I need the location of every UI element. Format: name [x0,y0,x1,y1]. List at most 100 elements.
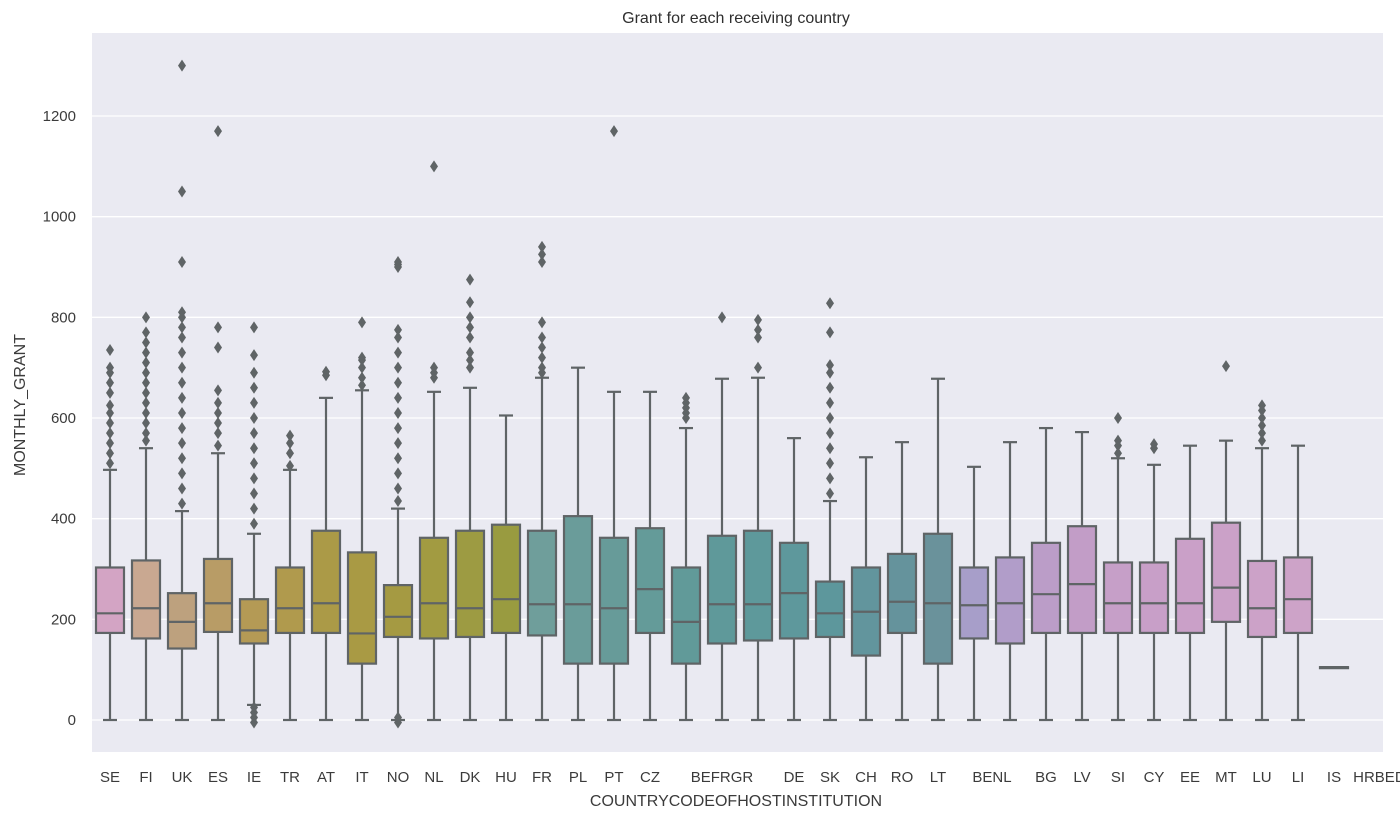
outlier-point [286,447,294,460]
outlier-point [538,316,546,329]
box-li-33 [1282,444,1314,722]
iqr-box [922,532,954,665]
iqr-box [1174,537,1206,635]
outlier-point [106,427,114,440]
outlier-point [214,125,222,138]
outlier-point [322,365,330,378]
outlier-point [178,321,186,334]
outlier-point [178,422,186,435]
outlier-point [106,447,114,460]
x-tick-label: UK [172,769,193,786]
outlier-point [358,379,366,392]
iqr-box [886,552,918,635]
outlier-point [394,495,402,508]
box-cz-15 [634,390,666,722]
outlier-point [106,361,114,374]
iqr-box [994,556,1026,645]
outlier-point [1258,419,1266,432]
x-tick-label: SI [1111,769,1125,786]
outlier-point [250,427,258,440]
outlier-point [106,376,114,389]
outlier-point [1258,399,1266,412]
box-de-19 [778,437,810,722]
outlier-point [394,467,402,480]
outlier-point [394,376,402,389]
y-axis-title: MONTHLY_GRANT [12,334,29,476]
box-ro-22 [886,441,918,722]
outlier-point [538,361,546,374]
outlier-point [286,459,294,472]
x-tick-label: HRBEDE [1353,769,1400,786]
outlier-point [250,457,258,470]
outlier-point [538,248,546,261]
outlier-point [754,323,762,336]
outlier-point [214,439,222,452]
box-lu-32 [1246,399,1278,722]
outlier-point [142,346,150,359]
box-fi-1 [130,311,162,722]
x-axis-title: COUNTRYCODEOFHOSTINSTITUTION [590,793,882,810]
x-tick-label: LU [1252,769,1271,786]
outlier-point [394,255,402,268]
iqr-box [742,529,774,642]
box-it-7 [346,316,378,722]
outlier-point [214,427,222,440]
x-tick-label: IE [247,769,261,786]
outlier-point [826,297,834,310]
outlier-point [250,517,258,530]
box-be-24 [958,465,990,722]
outlier-point [214,406,222,419]
iqr-box [958,566,990,640]
outlier-point [106,386,114,399]
outlier-point [826,427,834,440]
x-tick-label: TR [280,769,300,786]
outlier-point [178,391,186,404]
outlier-point [1258,434,1266,447]
x-tick-label: NO [387,769,410,786]
x-tick-label: FI [139,769,152,786]
box-ch-21 [850,456,882,722]
iqr-box [1246,559,1278,639]
outlier-point [178,437,186,450]
outlier-point [538,331,546,344]
outlier-point [106,417,114,430]
outlier-point [214,321,222,334]
outlier-point [178,59,186,72]
outlier-point [538,255,546,268]
outlier-point [394,482,402,495]
iqr-box [130,559,162,640]
outlier-point [214,384,222,397]
iqr-box [1102,561,1134,635]
x-tick-label: BEFRGR [691,769,754,786]
y-tick-label: 0 [68,712,76,729]
box-nl-25 [994,441,1026,722]
box-ie-4 [238,321,270,729]
outlier-point [466,311,474,324]
outlier-point [250,442,258,455]
outlier-point [394,346,402,359]
outlier-point [250,381,258,394]
y-tick-label: 1200 [43,108,76,125]
x-tick-label: LV [1073,769,1090,786]
outlier-point [826,412,834,424]
y-tick-label: 1000 [43,209,76,226]
outlier-point [178,361,186,374]
outlier-point [358,371,366,384]
box-lt-23 [922,377,954,722]
box-mt-31 [1210,360,1242,722]
iqr-box [202,557,234,634]
outlier-point [358,361,366,374]
outlier-point [826,366,834,379]
outlier-point [142,311,150,324]
outlier-point [394,452,402,465]
iqr-box [1030,541,1062,635]
outlier-point [250,349,258,362]
outlier-point [142,336,150,349]
x-tick-label: IS [1327,769,1341,786]
outlier-point [250,487,258,500]
outlier-point [178,406,186,419]
outlier-point [142,356,150,369]
box-se-0 [94,344,126,722]
outlier-point [466,331,474,344]
